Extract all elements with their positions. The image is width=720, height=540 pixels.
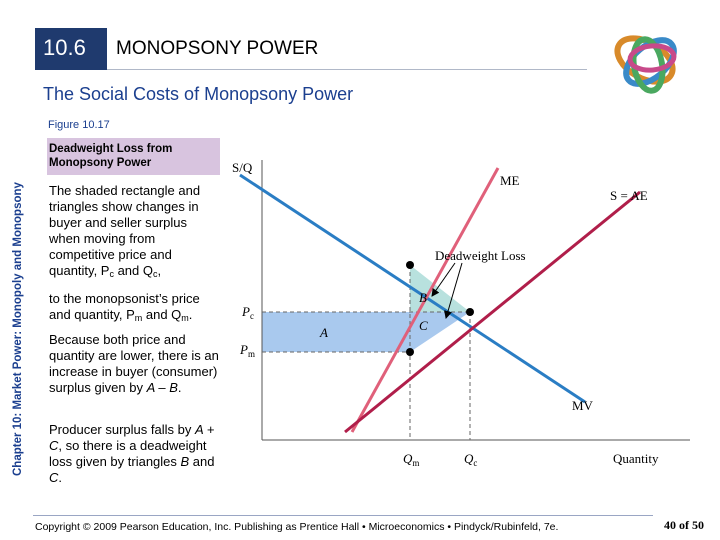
subscript: m [248, 349, 255, 359]
x-axis-label: Quantity [613, 451, 659, 466]
text: C [49, 470, 59, 485]
copyright: Copyright © 2009 Pearson Education, Inc.… [35, 521, 559, 533]
text: and Q [142, 307, 182, 322]
box [47, 138, 220, 175]
text: Producer surplus falls by [49, 422, 195, 437]
y-axis-label: S/Q [232, 160, 253, 175]
text: Because both price and quantity are lowe… [49, 332, 219, 395]
subscript: m [412, 458, 419, 468]
page-number: 40 of 50 [664, 518, 704, 532]
box-title: Deadweight Loss from Monopsony Power [49, 143, 173, 169]
area-a-label: A [319, 325, 328, 340]
text: A – B [146, 380, 178, 395]
text: P [241, 304, 250, 319]
rings-logo [614, 35, 677, 94]
text: . [58, 470, 63, 485]
deadweight-loss-label: Deadweight Loss [435, 248, 526, 263]
qm-label: Qm [403, 451, 419, 468]
text: A + C [49, 422, 215, 453]
subscript: c [473, 458, 477, 468]
subscript: c [250, 311, 254, 321]
paragraph: The shaded rectangle and triangles show … [49, 183, 221, 282]
section-box [35, 28, 107, 70]
text: , so there is a deadweight loss given by… [49, 438, 207, 469]
text: Q [464, 451, 474, 466]
point [466, 308, 474, 316]
text: . [177, 380, 182, 395]
arrow [431, 262, 456, 297]
section-number: 10.6 [43, 35, 86, 60]
qc-label: Qc [464, 451, 477, 468]
subscript: c [153, 269, 158, 279]
subscript: m [134, 313, 143, 323]
footer-rule [33, 515, 653, 516]
area-a-shape [262, 312, 410, 352]
subtitle: The Social Costs of Monopsony Power [43, 84, 354, 104]
me-label: ME [500, 173, 520, 188]
text: P [239, 342, 248, 357]
text: Q [403, 451, 413, 466]
me-curve [350, 167, 500, 433]
pm-label: Pm [239, 342, 255, 359]
pc-label: Pc [241, 304, 254, 321]
paragraph: Because both price and quantity are lowe… [49, 332, 221, 396]
paragraph: Producer surplus falls by A + C, so ther… [49, 422, 221, 486]
supply-curve [344, 190, 641, 434]
text: and Q [113, 263, 153, 278]
mv-label: MV [572, 398, 594, 413]
area-b-label: B [419, 290, 427, 305]
area-c-label: C [419, 318, 428, 333]
point [406, 261, 414, 269]
subscript: m [181, 313, 189, 323]
figure-label: Figure 10.17 [48, 119, 110, 131]
text: , [157, 263, 162, 278]
arrow [444, 262, 463, 319]
text: to the monopsonist’s price and quantity,… [49, 291, 200, 322]
text: The shaded rectangle and triangles show … [49, 183, 201, 278]
mv-curve [239, 173, 586, 404]
supply-label: S = AE [610, 188, 648, 203]
subscript: c [109, 269, 114, 279]
area-c-shape [410, 312, 470, 352]
point [406, 348, 414, 356]
slide-title: MONOPSONY POWER [116, 38, 319, 59]
text: and [189, 454, 215, 469]
text: B [180, 454, 190, 469]
paragraph: to the monopsonist’s price and quantity,… [49, 291, 221, 326]
title-rule [107, 69, 587, 70]
text: . [188, 307, 193, 322]
